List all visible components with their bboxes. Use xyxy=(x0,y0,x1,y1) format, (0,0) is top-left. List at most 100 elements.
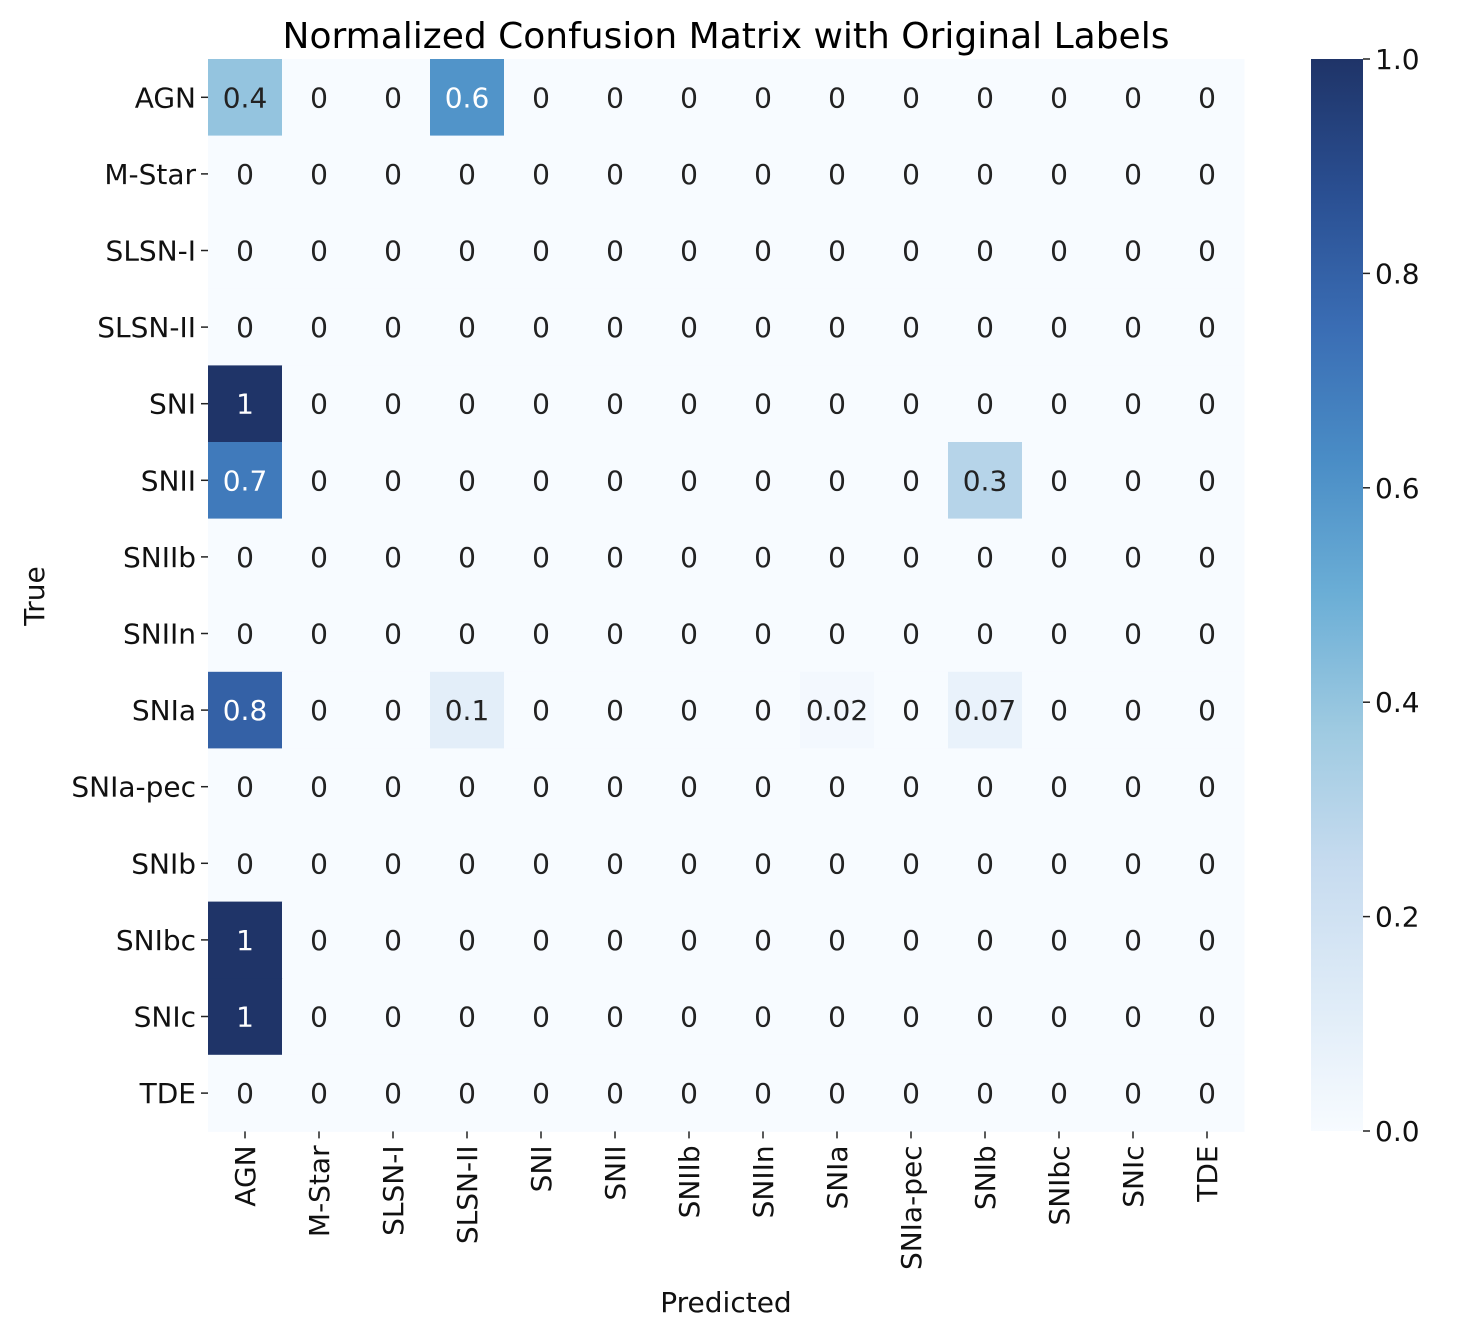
heatmap-cell xyxy=(282,671,357,749)
heatmap-cell xyxy=(1170,901,1245,979)
heatmap-cell xyxy=(356,978,431,1056)
heatmap-cell xyxy=(800,595,875,673)
cell-value-label: 1 xyxy=(236,1001,254,1034)
cell-value-label: 0 xyxy=(1124,81,1142,114)
heatmap-cell xyxy=(726,442,801,520)
cell-value-label: 0 xyxy=(532,618,550,651)
cell-value-label: 0 xyxy=(384,311,402,344)
cell-value-label: 0 xyxy=(680,1001,698,1034)
cell-value-label: 0 xyxy=(532,158,550,191)
heatmap-cell xyxy=(948,59,1023,137)
heatmap-cell xyxy=(874,59,949,137)
x-axis-label: Predicted xyxy=(660,1286,791,1319)
cell-value-label: 0 xyxy=(828,1077,846,1110)
heatmap-cell xyxy=(1170,1054,1245,1132)
x-tick-label: TDE xyxy=(1191,1145,1224,1202)
cell-value-label: 0 xyxy=(754,771,772,804)
heatmap-cell xyxy=(948,442,1023,520)
heatmap-cell xyxy=(578,518,653,596)
heatmap-cell xyxy=(1096,595,1171,673)
cell-value-label: 0 xyxy=(1124,464,1142,497)
heatmap-cell xyxy=(726,365,801,443)
cell-value-label: 0 xyxy=(828,388,846,421)
cell-value-label: 0 xyxy=(680,311,698,344)
colorbar-tick-label: 0.0 xyxy=(1375,1115,1420,1148)
cell-value-label: 0 xyxy=(1050,158,1068,191)
heatmap-cell xyxy=(578,135,653,213)
heatmap-cell xyxy=(1096,59,1171,137)
heatmap-cell xyxy=(356,59,431,137)
cell-value-label: 0 xyxy=(310,235,328,268)
heatmap-cell xyxy=(578,288,653,366)
cell-value-label: 0 xyxy=(902,847,920,880)
heatmap-cell xyxy=(726,748,801,826)
heatmap-cell xyxy=(208,288,283,366)
cell-value-label: 0 xyxy=(606,924,624,957)
cell-value-label: 0 xyxy=(1198,618,1216,651)
heatmap-cell-labels: 0.4 0 0 0.6 0 0 0 0 0 0 0 0 0 0 0 0 0 0 0 0 0 0 0 0 0 0 0 0 0 0 0 0 0 0 0 0… xyxy=(223,81,1216,1110)
cell-value-label: 0 xyxy=(754,235,772,268)
heatmap-cell xyxy=(1096,135,1171,213)
cell-value-label: 0 xyxy=(1050,924,1068,957)
heatmap-cell xyxy=(652,901,727,979)
heatmap-cell xyxy=(430,595,505,673)
heatmap-cell xyxy=(1022,135,1097,213)
cell-value-label: 0 xyxy=(606,81,624,114)
cell-value-label: 0 xyxy=(458,1001,476,1034)
cell-value-label: 0 xyxy=(976,1001,994,1034)
cell-value-label: 0 xyxy=(310,1077,328,1110)
colorbar-tick-label: 0.4 xyxy=(1375,686,1420,719)
cell-value-label: 0 xyxy=(1124,158,1142,191)
heatmap-cell xyxy=(726,212,801,290)
cell-value-label: 0 xyxy=(1124,1077,1142,1110)
cell-value-label: 0 xyxy=(1124,847,1142,880)
cell-value-label: 0 xyxy=(754,618,772,651)
heatmap-cell xyxy=(282,212,357,290)
x-tick-label: SNIIb xyxy=(673,1145,706,1218)
cell-value-label: 0 xyxy=(606,541,624,574)
cell-value-label: 0.07 xyxy=(954,694,1016,727)
y-tick-label: SNI xyxy=(149,388,196,421)
cell-value-label: 0.4 xyxy=(223,81,268,114)
cell-value-label: 0 xyxy=(606,464,624,497)
cell-value-label: 0 xyxy=(1198,1001,1216,1034)
heatmap-cell xyxy=(1022,365,1097,443)
cell-value-label: 0 xyxy=(828,924,846,957)
heatmap-cell xyxy=(652,1054,727,1132)
cell-value-label: 0 xyxy=(606,235,624,268)
heatmap-cell xyxy=(430,288,505,366)
heatmap-cell xyxy=(356,288,431,366)
heatmap-cell xyxy=(1170,748,1245,826)
heatmap-cell xyxy=(1096,365,1171,443)
cell-value-label: 0 xyxy=(532,924,550,957)
cell-value-label: 0 xyxy=(902,311,920,344)
heatmap-cell xyxy=(578,748,653,826)
cell-value-label: 0 xyxy=(902,924,920,957)
cell-value-label: 0 xyxy=(1124,311,1142,344)
cell-value-label: 0 xyxy=(532,771,550,804)
cell-value-label: 0.6 xyxy=(445,81,490,114)
heatmap-cell xyxy=(208,901,283,979)
cell-value-label: 0 xyxy=(384,158,402,191)
x-tick-label: SNIa xyxy=(821,1145,854,1209)
cell-value-label: 0 xyxy=(384,235,402,268)
heatmap-cell xyxy=(652,442,727,520)
cell-value-label: 0 xyxy=(532,235,550,268)
heatmap-cell xyxy=(208,442,283,520)
cell-value-label: 0 xyxy=(384,771,402,804)
heatmap-cell xyxy=(948,978,1023,1056)
heatmap-cell xyxy=(1096,1054,1171,1132)
cell-value-label: 0 xyxy=(1050,847,1068,880)
cell-value-label: 0 xyxy=(310,541,328,574)
heatmap-cell xyxy=(1170,135,1245,213)
heatmap-cell xyxy=(652,59,727,137)
x-tick-label: SNIb xyxy=(969,1145,1002,1210)
heatmap-cell xyxy=(726,518,801,596)
cell-value-label: 0 xyxy=(458,924,476,957)
heatmap-cell xyxy=(1170,595,1245,673)
heatmap-cell xyxy=(652,671,727,749)
heatmap-cell xyxy=(504,518,579,596)
cell-value-label: 0 xyxy=(1050,388,1068,421)
heatmap-cell xyxy=(208,135,283,213)
